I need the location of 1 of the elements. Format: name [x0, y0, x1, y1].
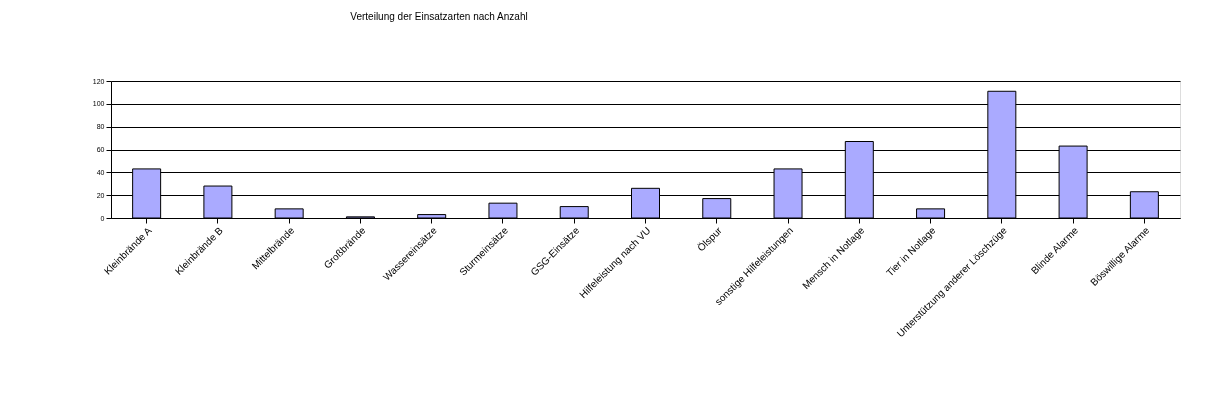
chart-title: Verteilung der Einsatzarten nach Anzahl	[350, 11, 528, 22]
